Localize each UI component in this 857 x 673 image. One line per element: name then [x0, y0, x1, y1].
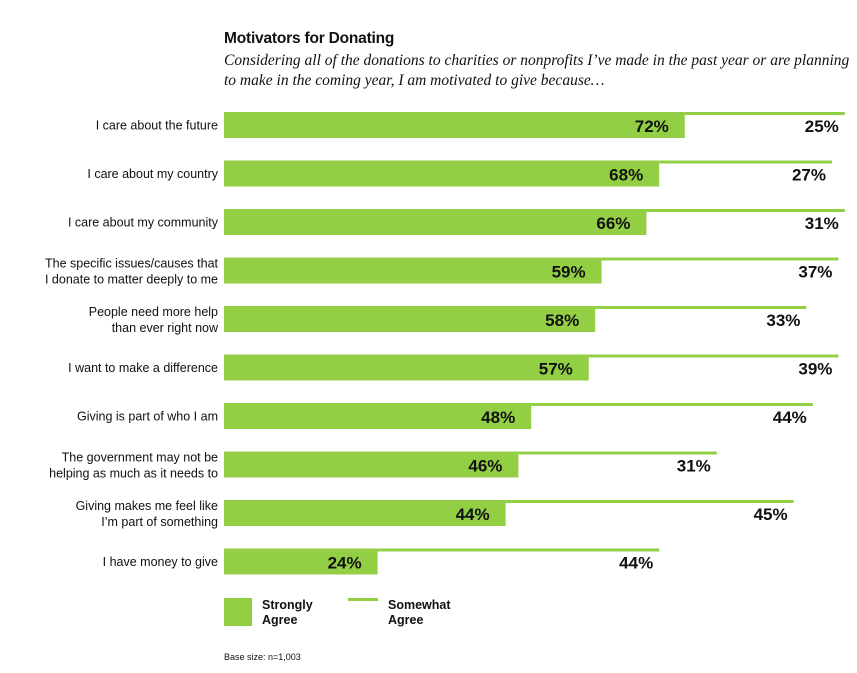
- bar-somewhat-agree: [595, 306, 807, 309]
- chart-subtitle: Considering all of the donations to char…: [224, 52, 850, 89]
- bar-somewhat-agree: [601, 257, 839, 261]
- value-label-somewhat-agree: 27%: [792, 166, 826, 185]
- value-label-somewhat-agree: 44%: [773, 408, 807, 427]
- category-label: I care about the future: [96, 119, 218, 133]
- value-label-strongly-agree: 24%: [328, 554, 362, 573]
- category-label: The government may not be: [62, 451, 218, 465]
- bar-somewhat-agree: [684, 112, 845, 115]
- category-label: People need more help: [89, 305, 218, 319]
- category-label: I care about my community: [68, 216, 219, 230]
- value-label-somewhat-agree: 31%: [677, 457, 711, 476]
- legend-label-strongly-agree: Strongly Agree: [262, 598, 313, 627]
- category-label: I care about my country: [87, 167, 218, 181]
- legend: Strongly Agree Somewhat Agree: [224, 598, 624, 638]
- category-label: I want to make a difference: [68, 361, 218, 375]
- value-label-strongly-agree: 44%: [456, 505, 490, 524]
- value-label-strongly-agree: 66%: [596, 214, 630, 233]
- bar-strongly-agree: [224, 500, 506, 526]
- value-label-strongly-agree: 72%: [635, 117, 669, 136]
- value-label-somewhat-agree: 39%: [798, 360, 832, 379]
- category-label: I donate to matter deeply to me: [45, 273, 218, 287]
- value-label-somewhat-agree: 31%: [805, 214, 839, 233]
- bar-strongly-agree: [224, 112, 685, 138]
- bar-somewhat-agree: [646, 209, 845, 212]
- category-label: I have money to give: [103, 555, 218, 569]
- bar-strongly-agree: [224, 257, 602, 284]
- bar-strongly-agree: [224, 160, 660, 187]
- bar-chart: 72% 25% I care about the future 68% 27% I car…: [45, 112, 845, 575]
- value-label-somewhat-agree: 45%: [754, 505, 788, 524]
- category-label: helping as much as it needs to: [49, 467, 218, 481]
- bar-somewhat-agree: [659, 160, 832, 164]
- bar-somewhat-agree: [505, 500, 794, 503]
- value-label-strongly-agree: 57%: [539, 360, 573, 379]
- base-size-note: Base size: n=1,003: [224, 652, 301, 662]
- bar-somewhat-agree: [518, 451, 717, 455]
- legend-label-somewhat-agree: Somewhat Agree: [388, 598, 451, 627]
- bar-strongly-agree: [224, 209, 647, 235]
- bar-strongly-agree: [224, 306, 596, 332]
- bar-strongly-agree: [224, 403, 532, 429]
- bar-strongly-agree: [224, 354, 589, 381]
- value-label-strongly-agree: 48%: [481, 408, 515, 427]
- bar-somewhat-agree: [377, 548, 660, 552]
- value-label-somewhat-agree: 33%: [766, 311, 800, 330]
- category-label: than ever right now: [112, 321, 219, 335]
- value-label-somewhat-agree: 25%: [805, 117, 839, 136]
- value-label-strongly-agree: 59%: [552, 263, 586, 282]
- category-label: Giving is part of who I am: [77, 410, 218, 424]
- chart-title: Motivators for Donating: [224, 30, 395, 47]
- category-label: Giving makes me feel like: [76, 499, 218, 513]
- bar-somewhat-agree: [531, 403, 813, 406]
- value-label-strongly-agree: 46%: [468, 457, 502, 476]
- value-label-strongly-agree: 68%: [609, 166, 643, 185]
- legend-swatch-strongly-agree: [224, 598, 252, 626]
- category-label: I’m part of something: [101, 515, 218, 529]
- legend-swatch-somewhat-agree: [348, 598, 378, 601]
- bar-strongly-agree: [224, 548, 378, 575]
- bar-strongly-agree: [224, 451, 519, 478]
- value-label-somewhat-agree: 37%: [798, 263, 832, 282]
- value-label-somewhat-agree: 44%: [619, 554, 653, 573]
- value-label-strongly-agree: 58%: [545, 311, 579, 330]
- category-label: The specific issues/causes that: [45, 257, 219, 271]
- bar-somewhat-agree: [588, 354, 839, 358]
